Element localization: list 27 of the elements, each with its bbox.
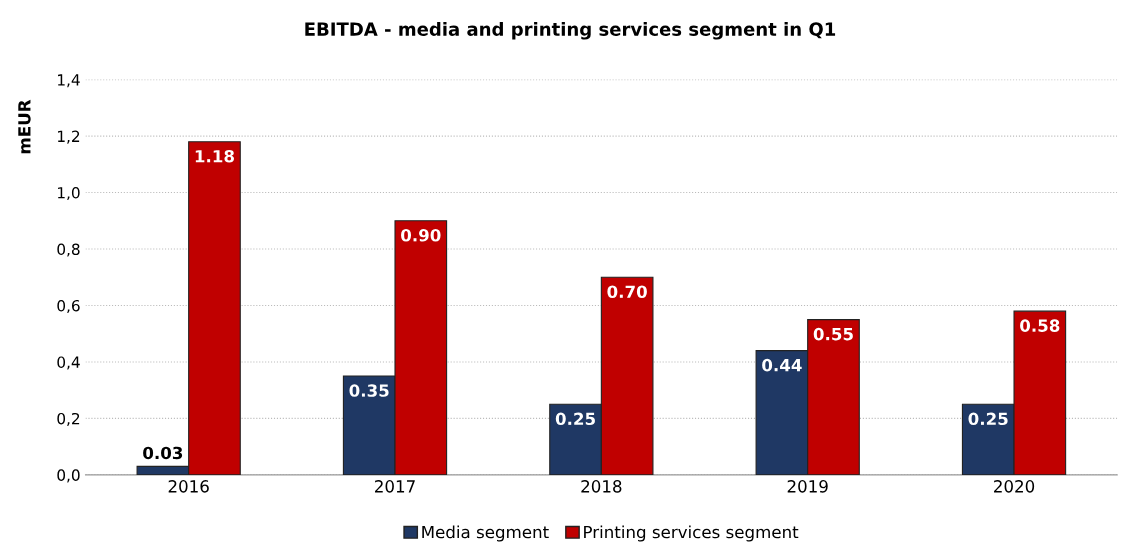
legend-label: Printing services segment: [584, 525, 799, 542]
y-axis-title: mEUR: [18, 99, 31, 154]
data-label: 0.44: [762, 358, 802, 372]
y-tick-label: 0,8: [57, 243, 80, 257]
data-label: 0.35: [349, 384, 389, 397]
data-label: 0.90: [401, 228, 441, 242]
legend-label: Media segment: [422, 525, 549, 542]
y-tick-label: 0,2: [57, 412, 80, 426]
y-tick-label: 0,0: [57, 469, 80, 483]
chart-title: EBITDA - media and printing services segment in Q1: [305, 21, 836, 40]
data-label: 0.58: [1020, 319, 1060, 332]
y-tick-label: 0,4: [57, 356, 80, 370]
y-tick-label: 1,4: [58, 74, 80, 88]
x-tick-label: 2020: [994, 480, 1035, 493]
data-label: 0.25: [968, 412, 1008, 426]
y-tick-label: 1,0: [58, 187, 80, 201]
x-tick-label: 2019: [787, 480, 828, 493]
y-tick-label: 1,2: [58, 130, 80, 144]
x-tick-label: 2017: [375, 480, 415, 493]
data-label: 0.03: [143, 446, 183, 460]
y-tick-label: 0,6: [57, 299, 80, 314]
data-label: 0.55: [813, 327, 853, 341]
data-label: 0.25: [555, 412, 595, 426]
x-tick-label: 2018: [581, 480, 622, 493]
data-label: 0.70: [607, 285, 647, 299]
data-label: 1.18: [195, 149, 234, 163]
x-tick-label: 2016: [168, 480, 209, 493]
